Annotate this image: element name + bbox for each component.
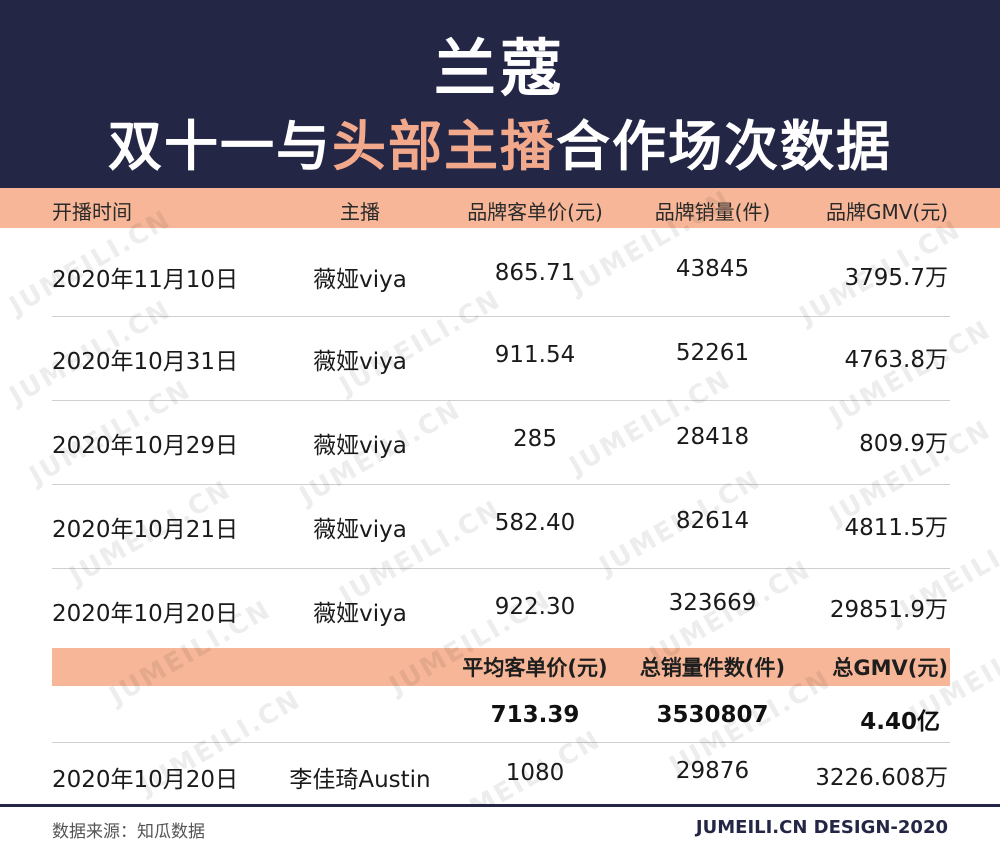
cell-price: 865.71	[494, 260, 576, 286]
cell-qty: 28418	[675, 424, 750, 450]
cell-price: 911.54	[494, 342, 576, 368]
page-subtitle: 双十一与头部主播合作场次数据	[0, 102, 1000, 181]
summary-total-qty: 3530807	[656, 702, 769, 728]
cell-host: 薇娅viya	[313, 601, 407, 627]
table-row: 2020年10月21日 薇娅viya 582.40 82614 4811.5万	[0, 484, 1000, 568]
row-divider	[52, 484, 950, 485]
cell-qty: 323669	[668, 590, 757, 616]
cell-date: 2020年10月20日	[52, 767, 239, 793]
cell-gmv: 4811.5万	[844, 515, 948, 541]
cell-host: 李佳琦Austin	[289, 767, 431, 793]
cell-date: 2020年10月21日	[52, 517, 239, 543]
cell-date: 2020年10月20日	[52, 601, 239, 627]
subtitle-suffix: 合作场次数据	[556, 115, 892, 178]
row-divider	[52, 400, 950, 401]
column-header-qty: 品牌销量(件)	[654, 200, 771, 224]
summary-label-total-qty: 总销量件数(件)	[639, 656, 786, 680]
table-header: 开播时间 主播 品牌客单价(元) 品牌销量(件) 品牌GMV(元)	[0, 188, 1000, 228]
cell-gmv: 809.9万	[859, 431, 948, 457]
cell-date: 2020年11月10日	[52, 267, 239, 293]
summary-label-total-gmv: 总GMV(元)	[832, 656, 948, 680]
row-divider	[52, 742, 950, 743]
summary-avg-price: 713.39	[490, 702, 580, 728]
data-source: 数据来源：知瓜数据	[52, 822, 205, 842]
cell-price: 582.40	[494, 510, 576, 536]
subtitle-highlight: 头部主播	[332, 115, 556, 178]
cell-date: 2020年10月31日	[52, 349, 239, 375]
cell-qty: 43845	[675, 256, 750, 282]
cell-qty: 52261	[675, 340, 750, 366]
column-header-price: 品牌客单价(元)	[467, 200, 603, 224]
column-header-gmv: 品牌GMV(元)	[825, 200, 948, 224]
cell-gmv: 3795.7万	[844, 265, 948, 291]
cell-host: 薇娅viya	[313, 433, 407, 459]
column-header-host: 主播	[340, 200, 380, 224]
cell-gmv: 4763.8万	[844, 347, 948, 373]
cell-date: 2020年10月29日	[52, 433, 239, 459]
summary-values: 713.39 3530807 4.40亿	[0, 686, 1000, 742]
footer-divider	[0, 804, 1000, 807]
summary-label-avg-price: 平均客单价(元)	[462, 656, 608, 680]
cell-price: 922.30	[494, 594, 576, 620]
cell-qty: 29876	[675, 758, 750, 784]
brand-title: 兰蔻	[433, 32, 566, 105]
table-row: 2020年10月31日 薇娅viya 911.54 52261 4763.8万	[0, 316, 1000, 400]
cell-gmv: 29851.9万	[829, 597, 948, 623]
table-row: 2020年11月10日 薇娅viya 865.71 43845 3795.7万	[0, 228, 1000, 312]
table-row: 2020年10月29日 薇娅viya 285 28418 809.9万	[0, 400, 1000, 484]
cell-gmv: 3226.608万	[815, 765, 948, 791]
cell-price: 1080	[505, 760, 565, 786]
column-header-date: 开播时间	[52, 200, 132, 224]
cell-price: 285	[513, 426, 557, 452]
table-row: 2020年10月20日 薇娅viya 922.30 323669 29851.9…	[0, 568, 1000, 652]
subtitle-prefix: 双十一与	[108, 115, 332, 178]
table-row: 2020年10月20日 李佳琦Austin 1080 29876 3226.60…	[0, 742, 1000, 804]
summary-header: 平均客单价(元) 总销量件数(件) 总GMV(元)	[52, 648, 950, 686]
header-banner: 兰蔻 双十一与头部主播合作场次数据	[0, 0, 1000, 188]
cell-host: 薇娅viya	[313, 267, 407, 293]
cell-host: 薇娅viya	[313, 517, 407, 543]
cell-host: 薇娅viya	[313, 349, 407, 375]
row-divider	[52, 568, 950, 569]
cell-qty: 82614	[675, 508, 750, 534]
design-credit: JUMEILI.CN DESIGN-2020	[695, 817, 948, 838]
row-divider	[52, 316, 950, 317]
summary-total-gmv: 4.40亿	[860, 709, 940, 735]
